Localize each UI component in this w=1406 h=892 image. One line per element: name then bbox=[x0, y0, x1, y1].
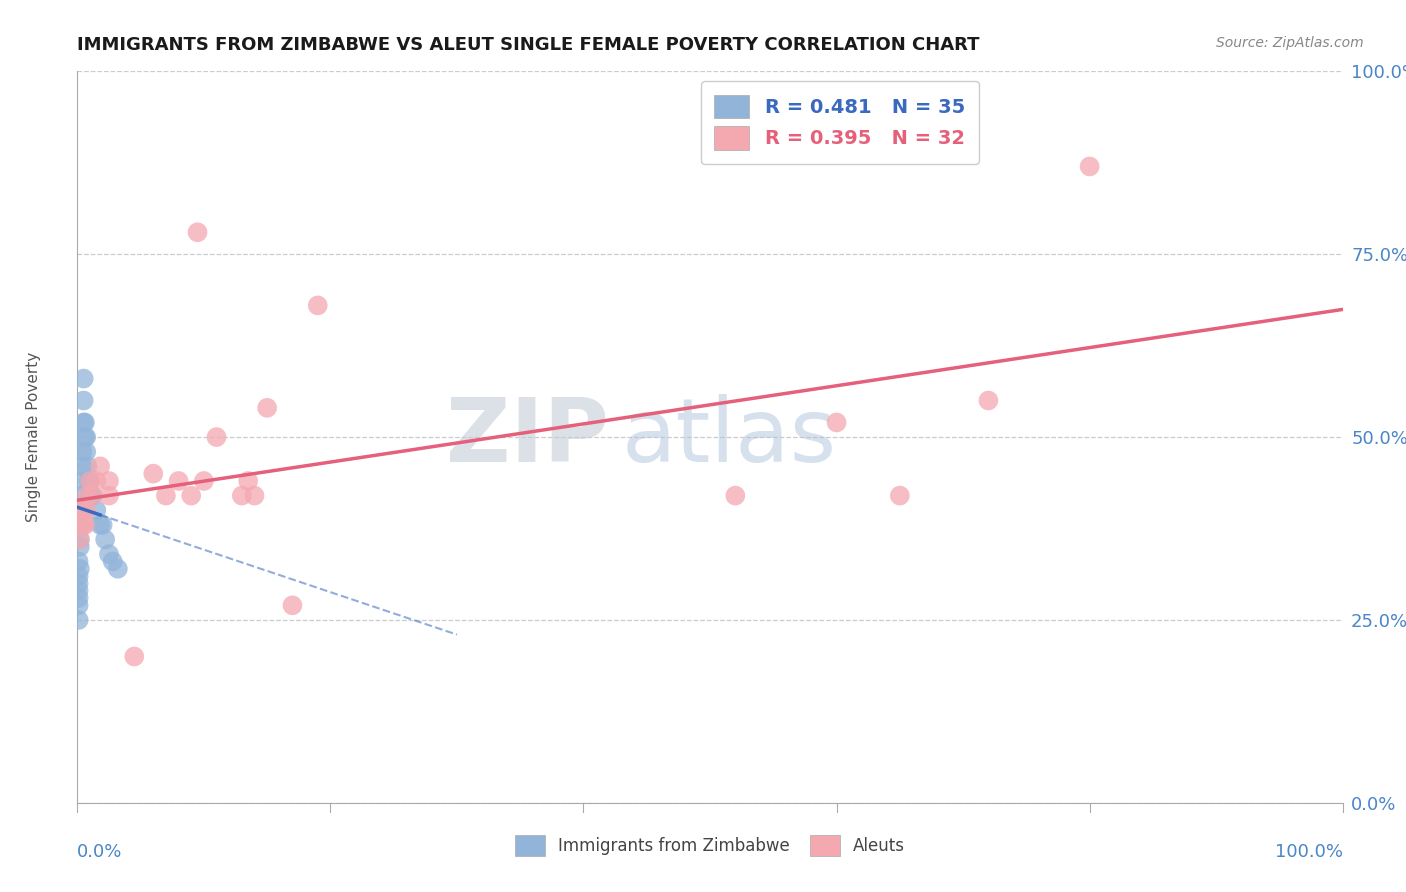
Point bbox=[86, 503, 108, 517]
Point bbox=[70, 517, 93, 532]
Point bbox=[724, 489, 747, 503]
Point bbox=[70, 503, 93, 517]
Point bbox=[73, 416, 96, 430]
Point bbox=[69, 540, 91, 554]
Point bbox=[1078, 160, 1101, 174]
Point bbox=[70, 489, 93, 503]
Point bbox=[82, 489, 104, 503]
Point bbox=[67, 599, 90, 613]
Point bbox=[231, 489, 253, 503]
Point bbox=[75, 444, 97, 458]
Point bbox=[82, 489, 104, 503]
Text: atlas: atlas bbox=[621, 393, 837, 481]
Point bbox=[67, 576, 90, 591]
Point bbox=[180, 489, 202, 503]
Point bbox=[86, 474, 108, 488]
Point bbox=[75, 503, 97, 517]
Point bbox=[73, 371, 96, 385]
Point bbox=[107, 562, 129, 576]
Point bbox=[73, 416, 96, 430]
Point bbox=[73, 517, 96, 532]
Point bbox=[70, 474, 93, 488]
Text: 0.0%: 0.0% bbox=[77, 843, 122, 861]
Point bbox=[89, 459, 111, 474]
Point bbox=[977, 393, 1000, 408]
Point bbox=[75, 430, 97, 444]
Point bbox=[69, 533, 91, 547]
Point bbox=[155, 489, 177, 503]
Point bbox=[73, 393, 96, 408]
Text: Single Female Poverty: Single Female Poverty bbox=[25, 352, 41, 522]
Point bbox=[79, 474, 101, 488]
Text: 100.0%: 100.0% bbox=[1275, 843, 1343, 861]
Point bbox=[79, 474, 101, 488]
Point bbox=[72, 444, 94, 458]
Point bbox=[91, 517, 114, 532]
Legend: Immigrants from Zimbabwe, Aleuts: Immigrants from Zimbabwe, Aleuts bbox=[506, 827, 914, 864]
Point bbox=[72, 503, 94, 517]
Point bbox=[307, 298, 329, 312]
Point bbox=[243, 489, 266, 503]
Point bbox=[187, 225, 209, 239]
Point bbox=[101, 554, 124, 568]
Point bbox=[825, 416, 848, 430]
Point bbox=[167, 474, 190, 488]
Point bbox=[69, 562, 91, 576]
Point bbox=[205, 430, 228, 444]
Point bbox=[69, 517, 91, 532]
Point bbox=[67, 613, 90, 627]
Text: ZIP: ZIP bbox=[446, 393, 609, 481]
Point bbox=[889, 489, 911, 503]
Point bbox=[73, 430, 96, 444]
Point bbox=[76, 459, 98, 474]
Point bbox=[193, 474, 215, 488]
Point bbox=[79, 489, 101, 503]
Point bbox=[73, 517, 96, 532]
Point bbox=[67, 554, 90, 568]
Point bbox=[142, 467, 165, 481]
Text: IMMIGRANTS FROM ZIMBABWE VS ALEUT SINGLE FEMALE POVERTY CORRELATION CHART: IMMIGRANTS FROM ZIMBABWE VS ALEUT SINGLE… bbox=[77, 36, 980, 54]
Point bbox=[67, 569, 90, 583]
Point bbox=[98, 547, 120, 561]
Point bbox=[256, 401, 278, 415]
Point bbox=[67, 583, 90, 598]
Point bbox=[76, 489, 98, 503]
Point bbox=[72, 459, 94, 474]
Point bbox=[238, 474, 260, 488]
Point bbox=[98, 474, 120, 488]
Point bbox=[94, 533, 117, 547]
Point bbox=[77, 474, 100, 488]
Text: Source: ZipAtlas.com: Source: ZipAtlas.com bbox=[1216, 36, 1364, 50]
Point bbox=[281, 599, 304, 613]
Point bbox=[124, 649, 146, 664]
Point bbox=[98, 489, 120, 503]
Point bbox=[89, 517, 111, 532]
Point bbox=[69, 533, 91, 547]
Point bbox=[67, 591, 90, 605]
